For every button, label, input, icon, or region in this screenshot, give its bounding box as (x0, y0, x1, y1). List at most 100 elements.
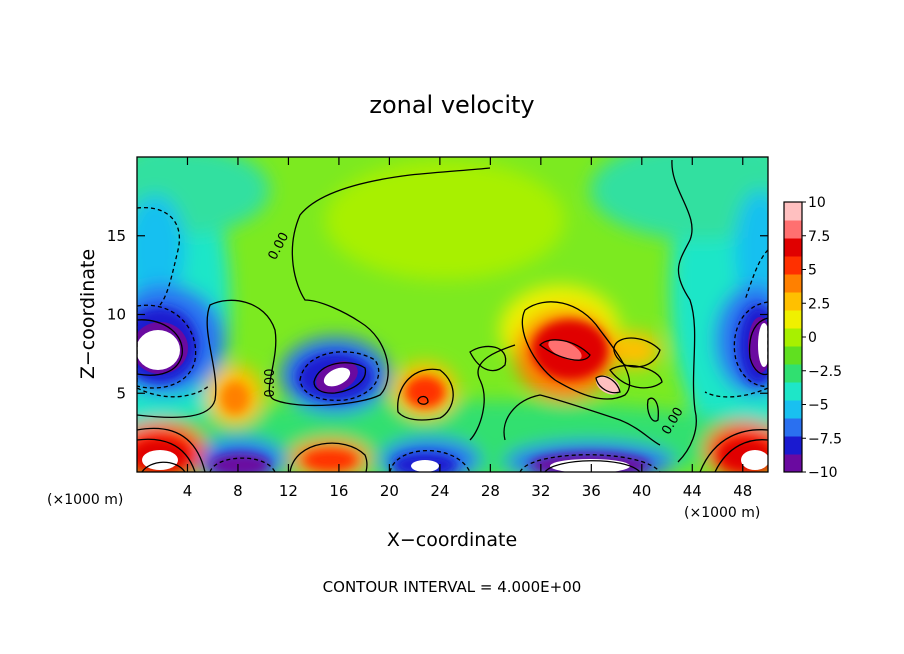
field-region (221, 382, 249, 414)
colorbar-tick-label: −7.5 (808, 431, 842, 447)
colorbar-swatch (784, 292, 802, 311)
field-region (325, 160, 565, 280)
y-tick-label: 5 (116, 384, 126, 402)
colorbar-tick-label: 5 (808, 263, 817, 279)
x-tick-label: 28 (481, 482, 500, 500)
contour-negative (137, 319, 183, 376)
field-region (405, 376, 445, 408)
field-region (323, 367, 351, 387)
field-region (590, 157, 768, 240)
contour-positive (539, 339, 591, 361)
x-unit-label-right: (×1000 m) (684, 505, 760, 521)
y-tick-label: 10 (107, 306, 126, 324)
x-tick-label: 24 (430, 482, 449, 500)
contour-negative (209, 457, 276, 472)
field-region (137, 330, 180, 370)
field-region (304, 450, 356, 470)
colorbar-swatch (784, 418, 802, 437)
contour-positive (417, 395, 429, 405)
contour-positive (699, 429, 768, 472)
contour-zero (503, 394, 661, 446)
colorbar-tick-label: −10 (808, 465, 838, 481)
colorbar-swatch (784, 310, 802, 329)
colorbar-tick-label: 10 (808, 195, 826, 211)
contour-negative (748, 317, 768, 376)
field-region (741, 450, 768, 470)
colorbar-swatch (784, 256, 802, 275)
colorbar-swatch (784, 346, 802, 365)
colorbar-tick-label: 0 (808, 330, 817, 346)
contour-negative (137, 206, 180, 306)
colorbar-tick-label: −5 (808, 398, 829, 414)
colorbar-tick-label: 7.5 (808, 229, 830, 245)
contour-positive (141, 461, 186, 472)
contour-negative (733, 301, 768, 387)
contour-negative (389, 449, 471, 472)
colorbar-swatch (784, 364, 802, 383)
x-tick-label: 44 (683, 482, 702, 500)
x-tick-label: 8 (233, 482, 243, 500)
colorbar-tick-label: −2.5 (808, 364, 842, 380)
plot-area: 0.00 0.00 0.00 (137, 157, 768, 472)
x-tick-label: 48 (733, 482, 752, 500)
field-region (758, 323, 768, 367)
y-tick-label: 15 (107, 227, 126, 245)
colorbar-swatch (784, 274, 802, 293)
contour-positive (595, 375, 621, 394)
field-region (210, 453, 270, 472)
contour-positive (289, 442, 368, 472)
colorbar: 10 7.5 5 2.5 0 −2.5 −5 −7.5 −10 (783, 195, 842, 481)
contour-zero (469, 344, 516, 441)
colorbar-swatch (784, 220, 802, 239)
contour-lines (137, 159, 768, 472)
colorbar-tick-label: 2.5 (808, 296, 830, 312)
contour-positive (521, 301, 631, 400)
field-region (735, 190, 768, 310)
contour-negative (646, 397, 659, 422)
colorbar-swatch (784, 436, 802, 455)
contour-positive (137, 438, 196, 472)
colorbar-swatch (784, 382, 802, 401)
contour-negative (299, 351, 380, 401)
field-region (548, 339, 582, 361)
colorbar-swatch (784, 238, 802, 257)
x-tick-label: 32 (531, 482, 550, 500)
contour-negative (544, 460, 641, 472)
x-tick-label: 40 (632, 482, 651, 500)
contour-positive (137, 427, 206, 472)
x-unit-label-left: (×1000 m) (47, 492, 123, 508)
contour-zero (137, 167, 491, 419)
contour-positive (397, 368, 454, 421)
contour-negative (137, 304, 197, 389)
contour-negative (519, 454, 661, 472)
x-tick-label: 16 (329, 482, 348, 500)
contour-positive (613, 337, 661, 368)
contour-negative (469, 345, 507, 372)
contour-negative (313, 362, 367, 394)
contour-negative (609, 364, 663, 389)
contour-interval-note: CONTOUR INTERVAL = 4.000E+00 (323, 578, 582, 596)
contour-negative (704, 387, 768, 398)
field-region (411, 460, 439, 472)
field-region (137, 195, 185, 305)
colorbar-swatch (784, 328, 802, 347)
y-axis: 5 10 15 (107, 227, 768, 402)
x-tick-label: 20 (380, 482, 399, 500)
field-region (596, 375, 620, 395)
field-region (610, 332, 660, 368)
contour-label: 0.00 (263, 369, 278, 398)
chart-title: zonal velocity (369, 91, 534, 119)
colorbar-swatch (784, 202, 802, 221)
colorbar-swatch (784, 400, 802, 419)
contour-negative (137, 384, 211, 398)
contour-positive (714, 439, 768, 472)
contour-negative (744, 249, 768, 301)
contour-zero (671, 159, 697, 463)
x-axis-label: X−coordinate (387, 529, 517, 551)
colorbar-swatch (784, 454, 802, 473)
x-tick-label: 4 (183, 482, 193, 500)
x-tick-label: 12 (279, 482, 298, 500)
x-tick-label: 36 (582, 482, 601, 500)
y-axis-label: Z−coordinate (77, 249, 99, 379)
